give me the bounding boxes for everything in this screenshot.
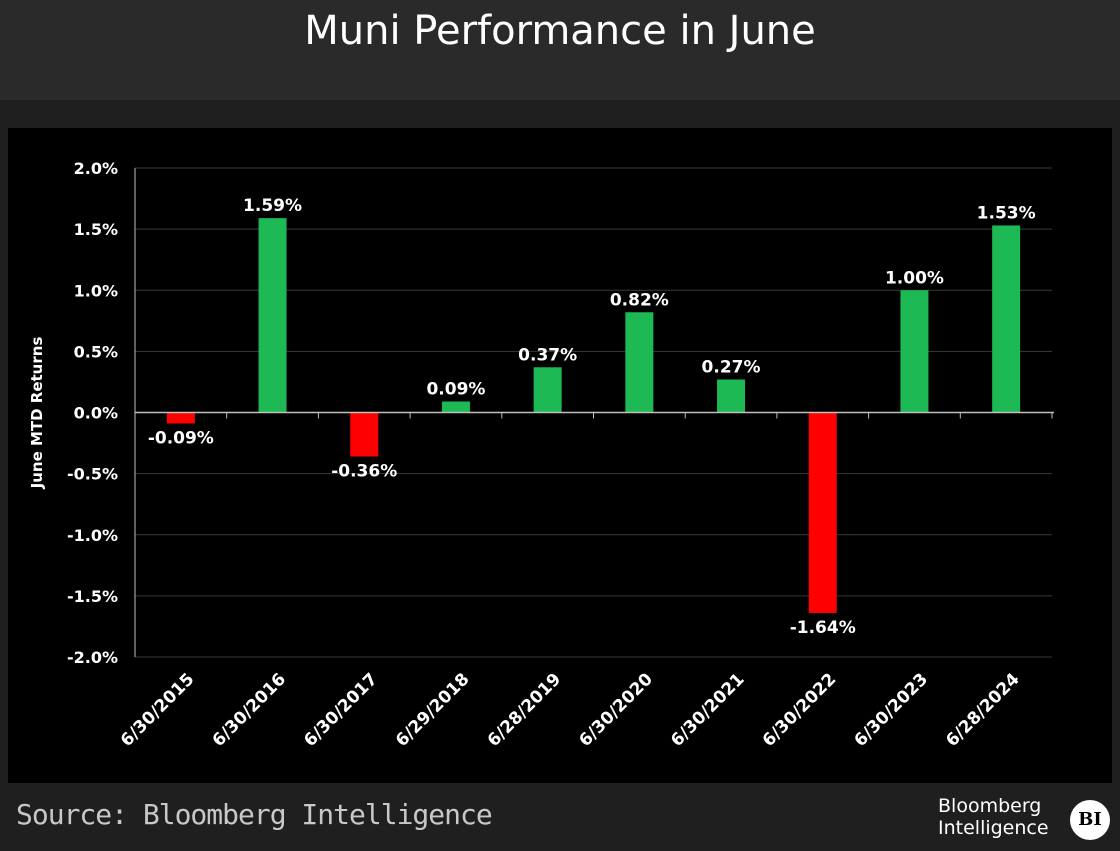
bar (625, 312, 654, 413)
bar (900, 290, 929, 413)
logo-line2: Intelligence (938, 817, 1049, 839)
bar (258, 218, 287, 413)
x-tick-label: 6/28/2019 (484, 669, 565, 750)
y-tick-label: -0.5% (67, 465, 118, 484)
bi-badge-icon: BI (1070, 800, 1110, 840)
data-label: -0.09% (148, 429, 214, 449)
x-tick-label: 6/30/2022 (759, 669, 840, 750)
data-label: 0.27% (702, 357, 761, 377)
data-label: 0.37% (518, 345, 577, 365)
bar (166, 412, 195, 424)
data-label: 0.82% (610, 290, 669, 310)
logo-line1: Bloomberg (938, 795, 1042, 817)
x-tick-label: 6/28/2024 (942, 669, 1024, 751)
y-tick-label: 0.5% (74, 342, 118, 361)
y-tick-label: -2.0% (67, 648, 118, 667)
bar (808, 412, 837, 613)
bar-chart: 2.0% 1.5% 1.0% 0.5% 0.0% -0.5% -1.0% -1.5% -2.0%… (28, 159, 1054, 751)
title-bar: Muni Performance in June (0, 0, 1120, 100)
y-axis-label: June MTD Returns (28, 337, 46, 490)
y-tick-label: 1.0% (74, 281, 118, 300)
bar (441, 401, 470, 413)
plot-panel: 2.0% 1.5% 1.0% 0.5% 0.0% -0.5% -1.0% -1.5% -2.0%… (8, 128, 1112, 783)
data-label: 1.59% (243, 196, 302, 216)
x-tick-label: 6/30/2015 (117, 669, 198, 750)
x-tick-label: 6/30/2017 (300, 669, 381, 750)
y-tick-label: -1.5% (67, 587, 118, 606)
data-label: 1.53% (977, 203, 1036, 223)
chart-title: Muni Performance in June (304, 8, 816, 54)
data-label: 0.09% (426, 379, 485, 399)
data-label: -1.64% (790, 618, 856, 638)
data-label: 1.00% (885, 268, 944, 288)
bar (350, 412, 379, 457)
y-tick-label: 0.0% (74, 404, 118, 423)
x-tick-label: 6/29/2018 (392, 669, 473, 750)
logo-text: Bloomberg Intelligence (938, 795, 1049, 839)
bloomberg-intelligence-logo: Bloomberg Intelligence BI (938, 795, 1116, 847)
bar (717, 379, 746, 413)
x-tick-label: 6/30/2021 (667, 669, 748, 750)
x-tick-label: 6/30/2016 (209, 669, 290, 750)
x-tick-label: 6/30/2020 (575, 669, 657, 751)
x-tick-label: 6/30/2023 (851, 669, 932, 750)
data-label: -0.36% (331, 462, 397, 482)
y-tick-label: -1.0% (67, 526, 118, 545)
bar (533, 367, 562, 413)
bar (992, 225, 1021, 413)
y-tick-label: 2.0% (74, 159, 118, 178)
y-tick-label: 1.5% (74, 220, 118, 239)
source-note: Source: Bloomberg Intelligence (16, 798, 493, 831)
